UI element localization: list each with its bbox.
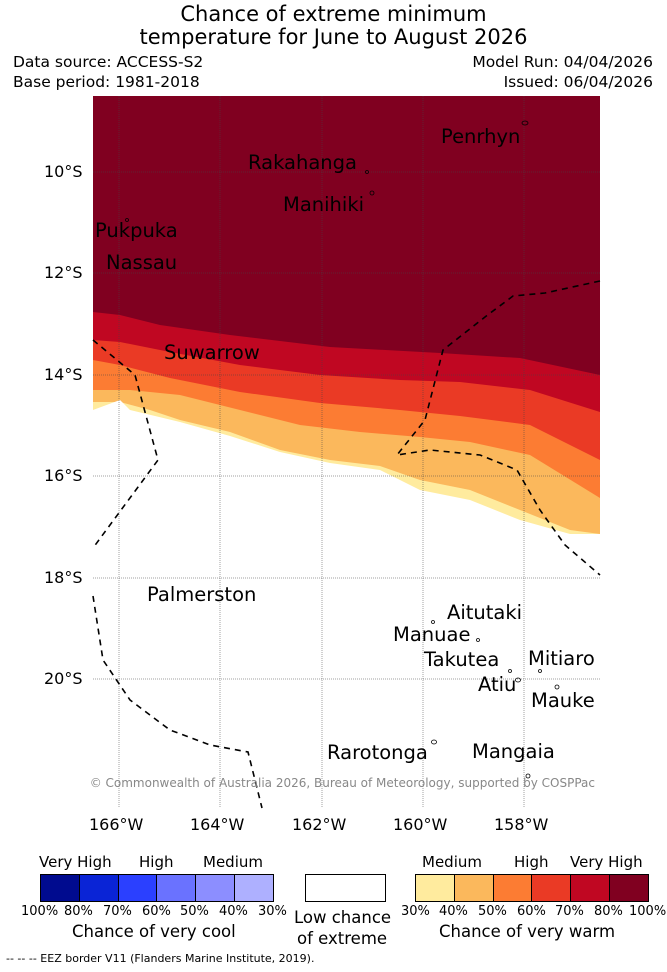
cool-pct-50: 50%: [180, 904, 209, 919]
place-aitutaki: Aitutaki: [447, 601, 523, 624]
place-manihiki: Manihiki: [283, 193, 365, 216]
warm-caption-high: High: [514, 853, 549, 871]
cool-pct-40: 40%: [219, 904, 248, 919]
cool-swatch-3: [118, 875, 158, 901]
cool-swatch-6: [235, 875, 273, 901]
place-mauke: Mauke: [531, 689, 595, 712]
place-mitiaro: Mitiaro: [528, 647, 595, 670]
place-takutea: Takutea: [424, 648, 500, 671]
warm-swatch-2: [454, 875, 494, 901]
lat-label-18s: 18°S: [44, 568, 83, 587]
lon-label-164w: 164°W: [190, 815, 245, 834]
warm-pct-40: 40%: [439, 904, 468, 919]
place-suwarrow: Suwarrow: [164, 341, 260, 364]
warm-swatch-3: [493, 875, 533, 901]
lon-label-166w: 166°W: [89, 815, 144, 834]
cool-pct-60: 60%: [142, 904, 171, 919]
cool-pct-30: 30%: [258, 904, 287, 919]
copyright-credit: © Commonwealth of Australia 2026, Bureau…: [89, 776, 595, 790]
warm-pct-100: 100%: [629, 904, 667, 919]
cool-caption-very-high: Very High: [39, 853, 112, 871]
lon-label-160w: 160°W: [393, 815, 448, 834]
lat-label-16s: 16°S: [44, 466, 83, 485]
map-title-line2: temperature for June to August 2026: [139, 25, 528, 49]
cool-legend-title: Chance of very cool: [72, 922, 236, 941]
data-source: Data source: ACCESS-S2: [13, 53, 204, 71]
cool-caption-medium: Medium: [203, 853, 263, 871]
base-period: Base period: 1981-2018: [13, 73, 200, 91]
low-chance-swatch: [305, 874, 386, 902]
map-title-line1: Chance of extreme minimum: [180, 2, 487, 26]
cool-colorbar: [40, 874, 274, 902]
place-rarotonga: Rarotonga: [327, 741, 428, 764]
warm-swatch-5: [571, 875, 611, 901]
lat-label-10s: 10°S: [44, 162, 83, 181]
cool-pct-80: 80%: [64, 904, 93, 919]
low-chance-title-line1: Low chance: [294, 908, 392, 927]
place-manuae: Manuae: [393, 623, 471, 646]
warm-pct-30: 30%: [401, 904, 430, 919]
lon-label-158w: 158°W: [494, 815, 549, 834]
place-mangaia: Mangaia: [472, 740, 555, 763]
warm-swatch-4: [532, 875, 572, 901]
cool-pct-100: 100%: [21, 904, 59, 919]
warm-caption-very-high: Very High: [570, 853, 643, 871]
place-rakahanga: Rakahanga: [248, 151, 357, 174]
warm-pct-50: 50%: [478, 904, 507, 919]
island-markers: [125, 120, 560, 779]
warm-swatch-1: [416, 875, 455, 901]
place-palmerston: Palmerston: [147, 583, 257, 606]
cool-pct-70: 70%: [103, 904, 132, 919]
warm-swatch-6: [610, 875, 648, 901]
cool-caption-high: High: [139, 853, 174, 871]
lat-label-20s: 20°S: [44, 669, 83, 688]
cool-swatch-2: [79, 875, 119, 901]
lon-label-162w: 162°W: [292, 815, 347, 834]
warm-legend-title: Chance of very warm: [439, 922, 616, 941]
place-pukpuka: Pukpuka: [95, 219, 178, 242]
warm-caption-medium: Medium: [422, 853, 482, 871]
warm-pct-80: 80%: [594, 904, 623, 919]
model-run: Model Run: 04/04/2026: [472, 53, 653, 71]
warm-pct-70: 70%: [555, 904, 584, 919]
warm-colorbar: [415, 874, 649, 902]
cool-swatch-1: [41, 875, 80, 901]
place-penrhyn: Penrhyn: [441, 125, 521, 148]
issued-date: Issued: 06/04/2026: [503, 73, 653, 91]
cool-swatch-5: [196, 875, 236, 901]
place-atiu: Atiu: [478, 673, 517, 696]
lat-label-14s: 14°S: [44, 365, 83, 384]
eez-footnote: -- -- -- EEZ border V11 (Flanders Marine…: [6, 952, 315, 965]
warm-pct-60: 60%: [517, 904, 546, 919]
low-chance-title-line2: of extreme: [297, 929, 388, 948]
place-nassau: Nassau: [106, 251, 178, 274]
cool-swatch-4: [157, 875, 197, 901]
eez-border: [92, 280, 601, 809]
lat-label-12s: 12°S: [44, 263, 83, 282]
